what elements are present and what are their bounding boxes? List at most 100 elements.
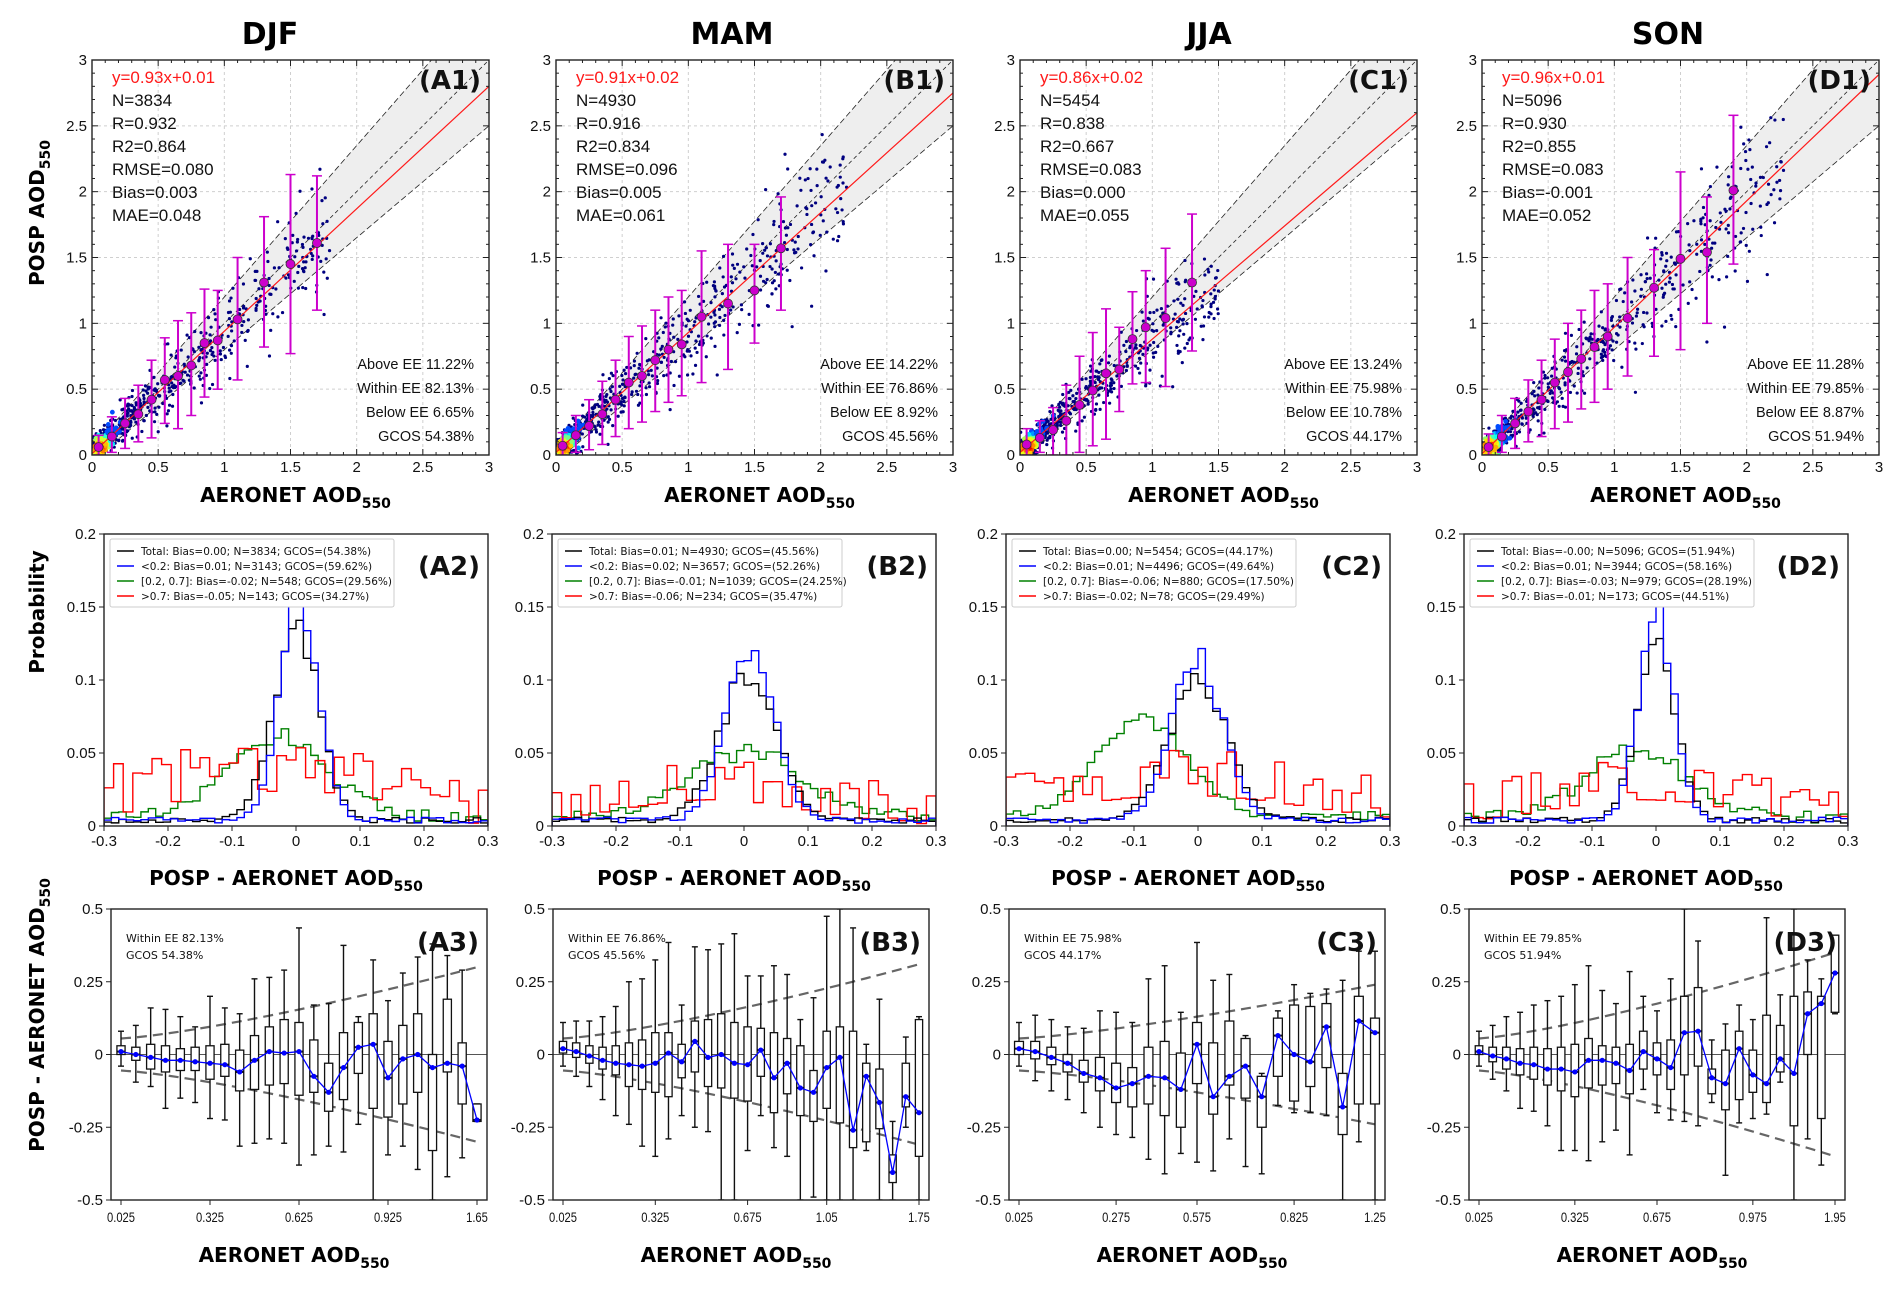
scatter-point: [808, 167, 812, 171]
scatter-point: [132, 417, 137, 421]
bin-mean-marker: [1589, 342, 1600, 352]
scatter-point: [693, 320, 697, 324]
x-axis-label-A2-main: POSP - AERONET AOD: [149, 866, 394, 890]
scatter-point: [1093, 380, 1097, 385]
y-tick-label: 0.5: [994, 381, 1015, 398]
scatter-point: [836, 183, 840, 188]
bin-mean-marker: [1549, 377, 1560, 388]
scatter-point: [1781, 117, 1785, 122]
scatter-point: [1695, 242, 1699, 246]
scatter-point: [811, 231, 815, 235]
median-point: [400, 1056, 406, 1062]
scatter-point: [750, 264, 754, 268]
x-tick-label: -0.3: [539, 833, 565, 850]
scatter-point: [823, 158, 827, 162]
ee-percentage: GCOS 51.94%: [1768, 429, 1864, 445]
scatter-point: [276, 315, 280, 319]
scatter-point: [673, 359, 678, 364]
bin-mean-marker: [1127, 334, 1138, 345]
scatter-point: [248, 257, 252, 261]
scatter-point: [1609, 318, 1614, 322]
scatter-point: [1701, 216, 1705, 220]
scatter-point: [1560, 358, 1564, 362]
panel-label-B2: (B2): [866, 552, 928, 582]
bin-mean-marker: [1536, 394, 1547, 405]
scatter-point: [1577, 327, 1581, 332]
bin-mean-marker: [1702, 247, 1712, 258]
scatter-point: [300, 242, 305, 247]
bin-mean-marker: [259, 277, 269, 288]
scatter-point: [1532, 389, 1536, 393]
x-tick-label: 3: [1875, 459, 1883, 476]
scatter-point: [644, 392, 649, 397]
density-point: [1497, 426, 1502, 432]
scatter-point: [792, 248, 796, 252]
y-tick-label: 0.5: [1456, 381, 1477, 398]
scatter-point: [208, 349, 213, 353]
plot-area: [556, 60, 953, 455]
scatter-point: [1699, 222, 1703, 226]
bin-mean-marker: [584, 421, 594, 431]
scatter-point: [772, 219, 776, 224]
scatter-point: [1094, 369, 1098, 373]
scatter-point: [1124, 368, 1128, 373]
scatter-point: [683, 311, 688, 316]
scatter-point: [758, 259, 762, 263]
x-axis-label-A3: AERONET AOD550: [199, 1243, 390, 1272]
x-tick-label: 1: [1610, 459, 1618, 476]
scatter-point: [792, 251, 797, 255]
scatter-point: [1139, 361, 1143, 365]
scatter-point: [1741, 226, 1746, 231]
scatter-point: [596, 423, 600, 427]
scatter-point: [1201, 298, 1205, 303]
histogram-step-07: [104, 747, 488, 826]
scatter-point: [709, 336, 713, 340]
scatter-point: [1137, 356, 1142, 360]
scatter-point: [1633, 390, 1638, 394]
scatter-point: [1533, 394, 1537, 398]
scatter-point: [1530, 392, 1534, 396]
scatter-point: [1549, 389, 1553, 393]
median-point: [148, 1054, 154, 1061]
bin-mean-marker: [1523, 406, 1534, 417]
scatter-point: [1654, 236, 1658, 240]
panel-label-A2: (A2): [418, 552, 480, 582]
scatter-point: [141, 388, 145, 392]
bin-mean-marker: [106, 431, 117, 442]
scatter-point: [1152, 340, 1156, 345]
scatter-point: [205, 351, 209, 355]
bin-mean-marker: [776, 243, 786, 254]
x-tick-label: 0.925: [374, 1210, 402, 1225]
box: [190, 1046, 200, 1072]
scatter-point: [620, 373, 624, 378]
scatter-point: [713, 295, 717, 299]
scatter-point: [148, 409, 152, 413]
scatter-point: [210, 382, 215, 387]
ee-percentage: Above EE 11.28%: [1747, 357, 1864, 373]
scatter-point: [1508, 430, 1513, 434]
box: [442, 998, 453, 1073]
scatter-point: [166, 409, 171, 413]
scatter-point: [630, 390, 634, 394]
scatter-point: [1708, 184, 1712, 189]
bin-mean-marker: [1034, 432, 1045, 443]
y-tick-label: 2.5: [1456, 118, 1477, 135]
scatter-point: [739, 303, 744, 307]
box: [220, 1043, 230, 1077]
scatter-point: [1148, 368, 1152, 372]
scatter-point: [1058, 412, 1063, 417]
bin-mean-marker: [159, 375, 170, 385]
row3-y-axis-label-main: POSP - AERONET AOD: [25, 907, 49, 1152]
x-tick-label: 0.1: [798, 833, 819, 850]
x-axis-label-A3-main: AERONET AOD: [199, 1243, 361, 1267]
ee-percentage: Above EE 13.24%: [1284, 357, 1402, 373]
scatter-point: [1676, 229, 1680, 234]
scatter-point: [664, 321, 668, 325]
scatter-point: [153, 410, 157, 414]
scatter-point: [1778, 178, 1782, 183]
boxplot-panel-A3: -0.5 -0.25 0 0.25 0.5 0.025 0.325 0.625 0.925 1.6…: [69, 901, 488, 1225]
scatter-point: [1089, 369, 1093, 373]
scatter-point: [620, 403, 624, 407]
scatter-point: [156, 430, 160, 434]
scatter-point: [238, 307, 242, 312]
